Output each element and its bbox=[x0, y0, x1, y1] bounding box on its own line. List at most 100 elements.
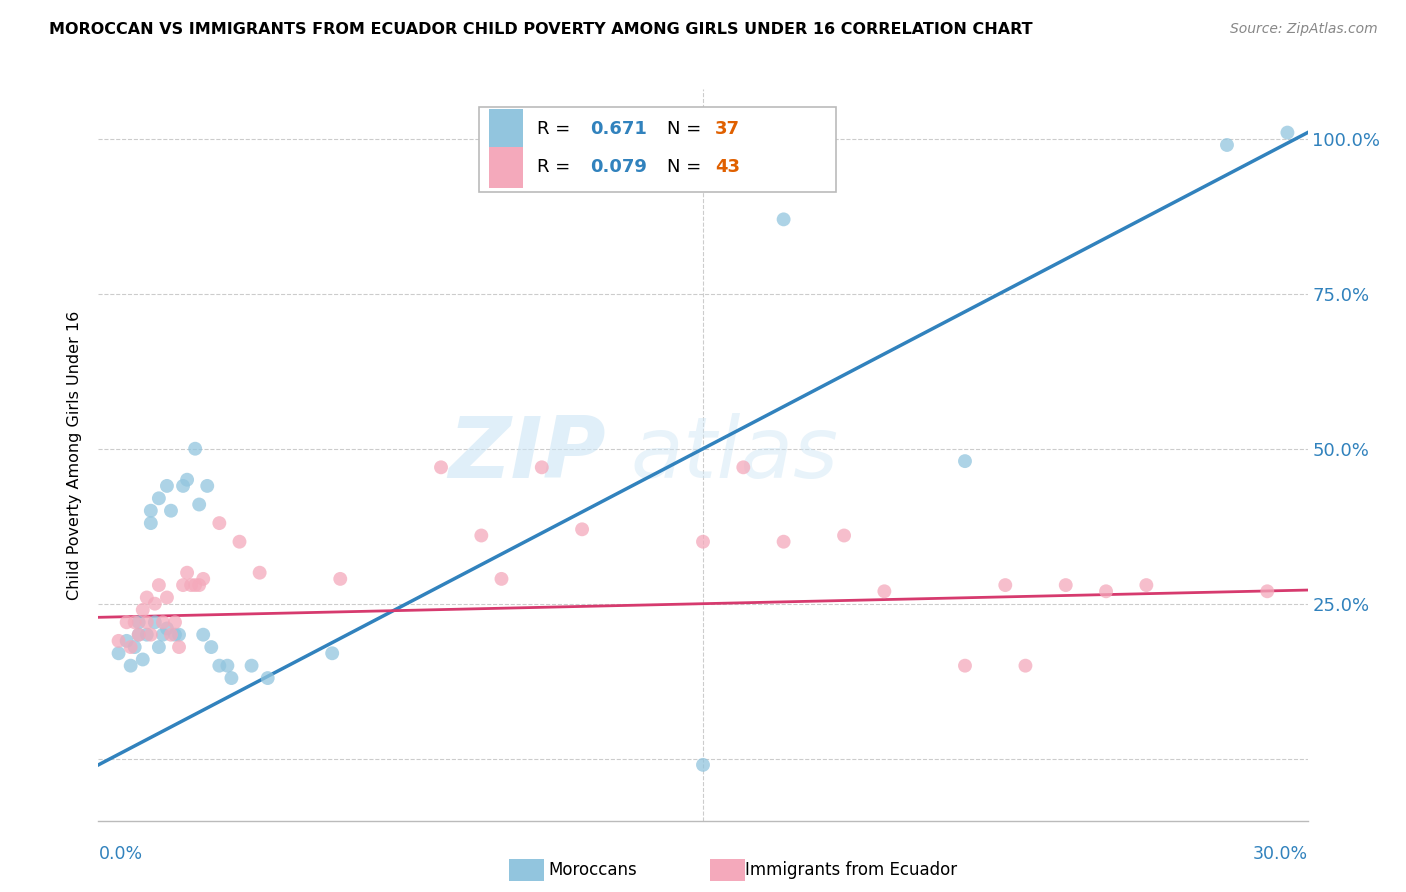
Text: atlas: atlas bbox=[630, 413, 838, 497]
Point bbox=[1014, 658, 1036, 673]
Point bbox=[994, 578, 1017, 592]
Point bbox=[208, 516, 231, 530]
Point bbox=[217, 658, 239, 673]
Point bbox=[115, 615, 138, 630]
Text: R =: R = bbox=[537, 120, 576, 138]
Point bbox=[1216, 138, 1239, 153]
Point bbox=[228, 534, 250, 549]
Point bbox=[152, 615, 174, 630]
Point bbox=[329, 572, 352, 586]
Text: 37: 37 bbox=[716, 120, 740, 138]
Point bbox=[832, 528, 855, 542]
Point bbox=[124, 615, 146, 630]
Point bbox=[163, 615, 186, 630]
Point bbox=[249, 566, 271, 580]
Point bbox=[208, 658, 231, 673]
Y-axis label: Child Poverty Among Girls Under 16: Child Poverty Among Girls Under 16 bbox=[67, 310, 83, 599]
Text: ZIP: ZIP bbox=[449, 413, 606, 497]
Point bbox=[188, 578, 211, 592]
Point bbox=[120, 640, 142, 654]
Point bbox=[115, 633, 138, 648]
Point bbox=[167, 628, 190, 642]
Point bbox=[772, 212, 794, 227]
Point bbox=[139, 516, 162, 530]
Point bbox=[148, 491, 170, 506]
Point bbox=[692, 534, 714, 549]
Point bbox=[176, 566, 198, 580]
Point bbox=[132, 652, 155, 666]
Text: 43: 43 bbox=[716, 159, 740, 177]
Text: 0.079: 0.079 bbox=[591, 159, 647, 177]
Point bbox=[321, 646, 343, 660]
Point bbox=[124, 640, 146, 654]
Point bbox=[135, 591, 157, 605]
Point bbox=[571, 522, 593, 536]
Point bbox=[120, 658, 142, 673]
Text: N =: N = bbox=[666, 159, 707, 177]
Point bbox=[530, 460, 553, 475]
Point bbox=[160, 628, 183, 642]
Point bbox=[128, 615, 150, 630]
Point bbox=[176, 473, 198, 487]
Point bbox=[132, 603, 155, 617]
Point bbox=[240, 658, 263, 673]
Point bbox=[143, 615, 166, 630]
Text: Immigrants from Ecuador: Immigrants from Ecuador bbox=[745, 861, 957, 879]
Point bbox=[1095, 584, 1118, 599]
Text: MOROCCAN VS IMMIGRANTS FROM ECUADOR CHILD POVERTY AMONG GIRLS UNDER 16 CORRELATI: MOROCCAN VS IMMIGRANTS FROM ECUADOR CHIL… bbox=[49, 22, 1033, 37]
Point bbox=[139, 628, 162, 642]
Point bbox=[184, 442, 207, 456]
Point bbox=[152, 628, 174, 642]
Point bbox=[692, 757, 714, 772]
Point bbox=[430, 460, 453, 475]
Point bbox=[143, 597, 166, 611]
Point bbox=[156, 479, 179, 493]
Point bbox=[156, 622, 179, 636]
Point bbox=[200, 640, 222, 654]
Point bbox=[172, 479, 194, 493]
Text: 0.0%: 0.0% bbox=[98, 846, 142, 863]
Text: R =: R = bbox=[537, 159, 576, 177]
Text: Moroccans: Moroccans bbox=[548, 861, 637, 879]
Point bbox=[733, 460, 755, 475]
Text: Source: ZipAtlas.com: Source: ZipAtlas.com bbox=[1230, 22, 1378, 37]
Point bbox=[135, 615, 157, 630]
Point bbox=[128, 628, 150, 642]
Point bbox=[139, 504, 162, 518]
Point bbox=[873, 584, 896, 599]
Point bbox=[160, 504, 183, 518]
FancyBboxPatch shape bbox=[489, 110, 523, 150]
Point bbox=[772, 534, 794, 549]
FancyBboxPatch shape bbox=[489, 147, 523, 187]
Point bbox=[128, 628, 150, 642]
Point bbox=[188, 498, 211, 512]
Point bbox=[470, 528, 492, 542]
FancyBboxPatch shape bbox=[479, 108, 837, 192]
Point bbox=[172, 578, 194, 592]
Point bbox=[1135, 578, 1157, 592]
Text: 30.0%: 30.0% bbox=[1253, 846, 1308, 863]
Point bbox=[491, 572, 513, 586]
Point bbox=[256, 671, 278, 685]
Point bbox=[107, 646, 129, 660]
Point bbox=[195, 479, 218, 493]
Point bbox=[167, 640, 190, 654]
Point bbox=[107, 633, 129, 648]
Point bbox=[1054, 578, 1077, 592]
Point bbox=[953, 658, 976, 673]
Point bbox=[180, 578, 202, 592]
Point bbox=[193, 628, 215, 642]
Point bbox=[184, 578, 207, 592]
Point bbox=[953, 454, 976, 468]
Point bbox=[148, 640, 170, 654]
Point bbox=[1277, 126, 1299, 140]
Point bbox=[156, 591, 179, 605]
Text: N =: N = bbox=[666, 120, 707, 138]
Point bbox=[163, 628, 186, 642]
Point bbox=[193, 572, 215, 586]
Point bbox=[221, 671, 243, 685]
Text: 0.671: 0.671 bbox=[591, 120, 647, 138]
Point bbox=[135, 628, 157, 642]
Point bbox=[1256, 584, 1278, 599]
Point bbox=[148, 578, 170, 592]
